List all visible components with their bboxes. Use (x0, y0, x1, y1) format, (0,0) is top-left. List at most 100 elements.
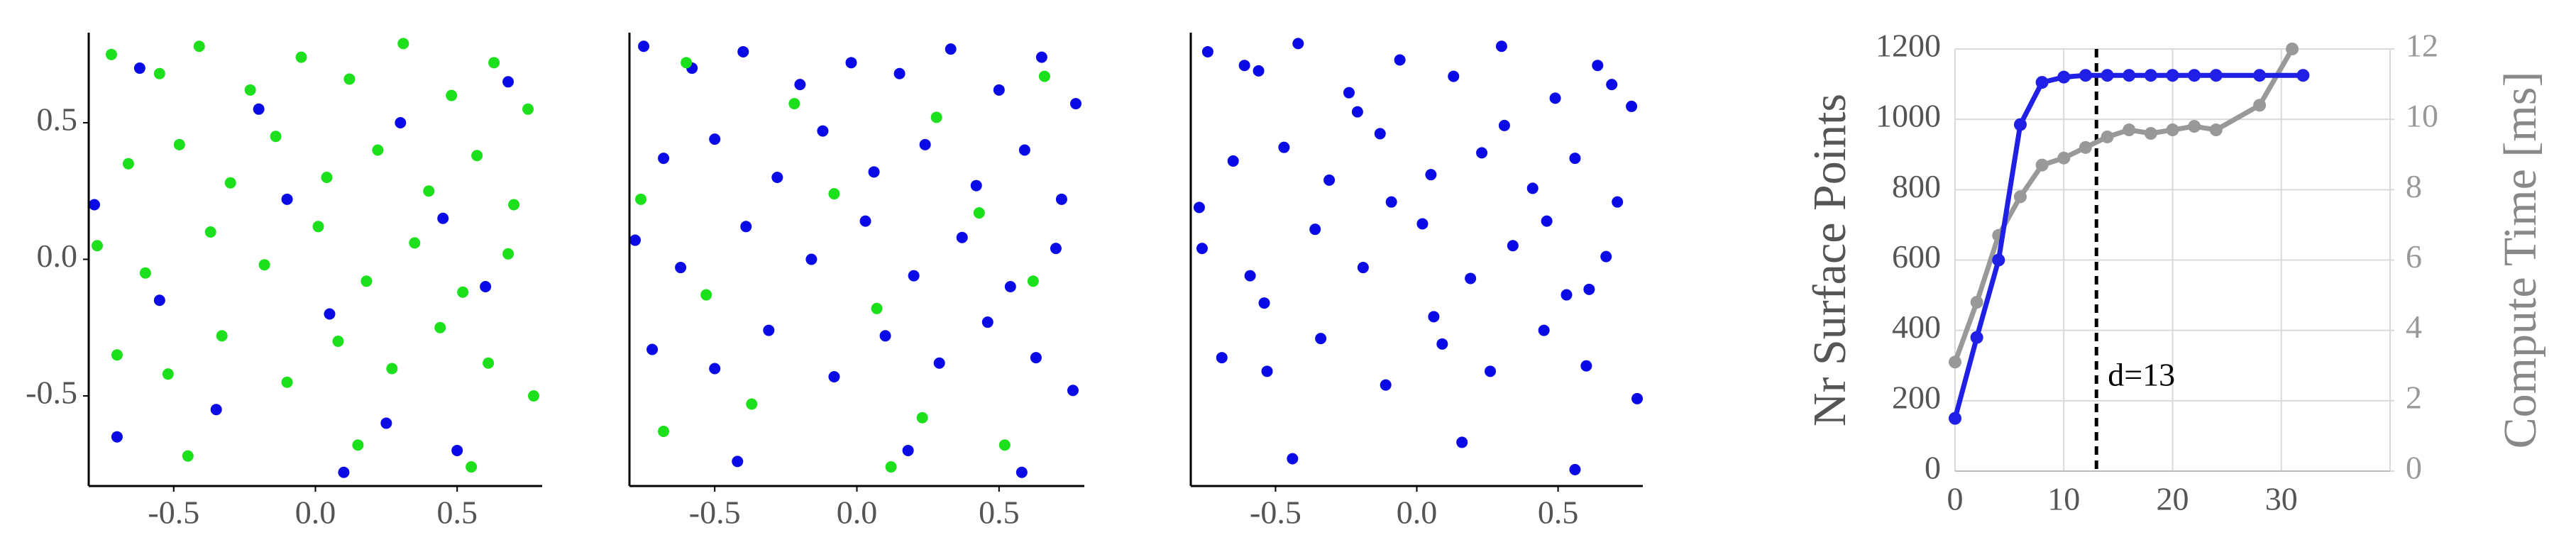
x-tick-label: 0.5 (979, 495, 1020, 531)
point (1069, 98, 1081, 110)
point (2253, 99, 2267, 112)
point (244, 84, 256, 96)
point (709, 363, 721, 375)
point (1193, 202, 1205, 214)
point (360, 275, 373, 287)
y-tick-label: 800 (1892, 168, 1941, 204)
point (193, 40, 205, 53)
point (2013, 190, 2027, 204)
point (893, 67, 906, 79)
point (1549, 92, 1561, 104)
point (2079, 69, 2092, 82)
x-tick-label: -0.5 (148, 495, 199, 531)
point (2144, 127, 2157, 140)
point (2253, 69, 2267, 82)
point (324, 308, 336, 320)
point (352, 439, 364, 451)
point (2188, 69, 2201, 82)
y2-tick-label: 10 (2406, 98, 2438, 134)
point (1038, 70, 1050, 82)
point (457, 286, 469, 298)
point (1569, 153, 1581, 165)
point (700, 289, 712, 301)
point (2209, 69, 2223, 82)
point (993, 84, 1005, 96)
point (746, 398, 758, 410)
point (224, 177, 236, 189)
point (2209, 123, 2223, 137)
y2-tick-label: 6 (2406, 238, 2422, 275)
point (91, 240, 103, 252)
point (1507, 240, 1519, 252)
point (2123, 69, 2136, 82)
point (868, 166, 880, 178)
y-tick-label: -0.5 (26, 375, 77, 411)
x-tick-label: 30 (2265, 481, 2298, 517)
y-tick-label: 1200 (1876, 28, 1941, 64)
point (930, 111, 942, 123)
point (2057, 151, 2071, 165)
point (709, 133, 721, 145)
point (1004, 280, 1016, 292)
point (312, 221, 324, 233)
point (111, 431, 123, 443)
point (1258, 297, 1270, 309)
point (480, 280, 492, 292)
point (859, 215, 871, 227)
point (998, 439, 1011, 451)
point (1238, 60, 1250, 72)
point (788, 98, 800, 110)
point (1541, 215, 1553, 227)
point (1580, 360, 1592, 372)
point (681, 57, 693, 69)
point (1416, 218, 1429, 230)
x-tick-label: -0.5 (689, 495, 741, 531)
point (2101, 130, 2114, 143)
point (2286, 43, 2299, 55)
point (1287, 453, 1299, 465)
point (1428, 311, 1440, 323)
point (380, 417, 392, 429)
point (1592, 60, 1604, 72)
x-tick-label: 0 (1947, 481, 1964, 517)
point (1343, 87, 1355, 99)
y2-tick-label: 2 (2406, 379, 2422, 415)
point (133, 62, 145, 74)
point (281, 193, 293, 205)
point (343, 73, 356, 85)
y2-tick-label: 12 (2406, 28, 2438, 64)
point (2123, 123, 2136, 137)
point (2057, 70, 2071, 84)
y2-tick-label: 8 (2406, 168, 2422, 204)
point (1949, 412, 1961, 425)
point (2188, 120, 2201, 133)
point (1992, 253, 2005, 267)
point (1970, 331, 1983, 344)
point (805, 253, 818, 265)
point (395, 117, 407, 129)
point (1027, 275, 1039, 287)
point (1631, 392, 1644, 404)
point (1626, 100, 1638, 112)
point (153, 294, 165, 307)
point (845, 57, 857, 69)
point (471, 150, 483, 162)
point (1394, 54, 1406, 66)
point (1253, 65, 1265, 77)
point (1380, 379, 1392, 391)
point (916, 412, 928, 424)
point (2035, 76, 2049, 89)
point (902, 444, 914, 456)
y2-tick-label: 0 (2406, 450, 2422, 486)
point (973, 207, 985, 219)
point (885, 461, 897, 473)
point (204, 226, 216, 238)
point (332, 335, 344, 347)
point (122, 158, 134, 170)
point (981, 316, 993, 329)
y-tick-label: 200 (1892, 379, 1941, 415)
y2-tick-label: 4 (2406, 309, 2422, 345)
point (182, 450, 194, 462)
x-tick-label: 0.0 (1397, 495, 1438, 531)
point (871, 302, 883, 314)
